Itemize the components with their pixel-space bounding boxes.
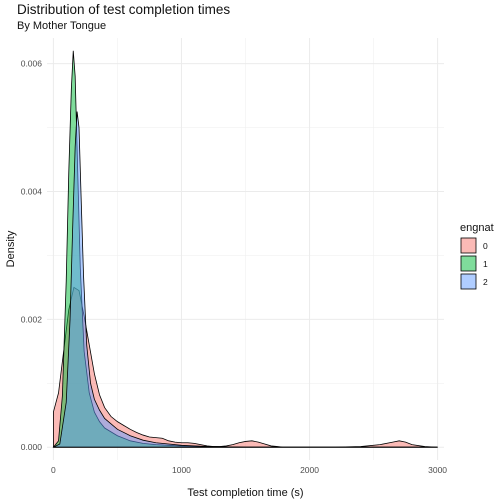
legend-key-1 xyxy=(460,255,477,272)
chart-title: Distribution of test completion times xyxy=(17,2,231,17)
x-tick-label: 2000 xyxy=(300,465,319,475)
chart-subtitle: By Mother Tongue xyxy=(17,20,107,32)
x-axis-title: Test completion time (s) xyxy=(187,487,303,499)
y-tick-label: 0.000 xyxy=(21,442,43,452)
legend-key-0 xyxy=(460,237,477,254)
legend-key-2 xyxy=(460,273,477,290)
x-tick-label: 0 xyxy=(51,465,56,475)
x-tick-label: 3000 xyxy=(428,465,447,475)
legend-label-2: 2 xyxy=(483,277,488,287)
legend-title: engnat xyxy=(460,222,494,234)
y-tick-label: 0.006 xyxy=(21,59,43,69)
y-tick-label: 0.004 xyxy=(21,186,43,196)
y-axis-title: Density xyxy=(5,230,17,267)
legend-label-1: 1 xyxy=(483,259,488,269)
x-tick-label: 1000 xyxy=(172,465,191,475)
density-area-2 xyxy=(53,111,438,448)
legend-label-0: 0 xyxy=(483,241,488,251)
y-tick-label: 0.002 xyxy=(21,314,43,324)
